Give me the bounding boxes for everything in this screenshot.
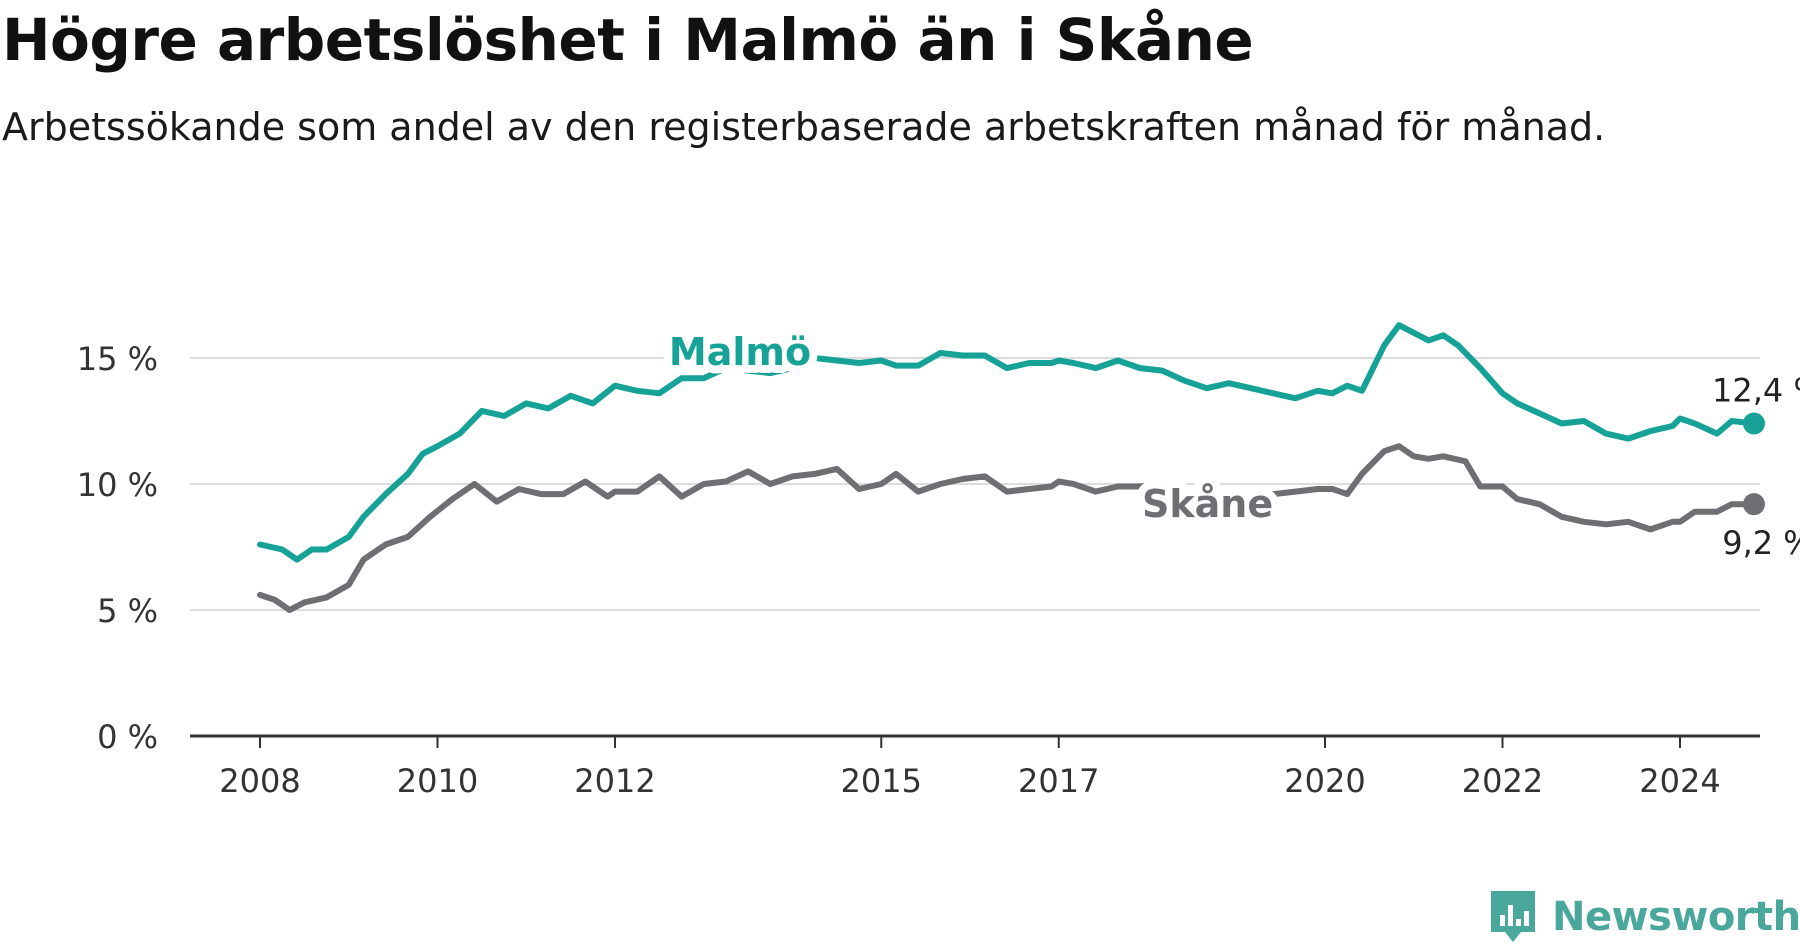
- series-end-label: 9,2 %: [1722, 524, 1800, 562]
- x-tick-label: 2024: [1639, 762, 1720, 800]
- x-tick-label: 2022: [1462, 762, 1543, 800]
- y-tick-label: 15 %: [77, 340, 158, 378]
- newsworthy-logo-icon: [1491, 891, 1535, 942]
- y-tick-label: 5 %: [97, 592, 158, 630]
- x-tick-label: 2017: [1018, 762, 1099, 800]
- series-line-skane: [257, 443, 1757, 613]
- chart-title: Högre arbetslöshet i Malmö än i Skåne: [2, 6, 1254, 74]
- x-tick-label: 2020: [1284, 762, 1365, 800]
- series-name-label: Malmö: [669, 330, 811, 374]
- y-tick-label: 10 %: [77, 466, 158, 504]
- x-tick-label: 2008: [219, 762, 300, 800]
- x-tick-label: 2012: [574, 762, 655, 800]
- series-end-marker: [1742, 412, 1765, 435]
- newsworthy-brand-name: Newsworthy: [1552, 894, 1800, 940]
- x-tick-label: 2010: [397, 762, 478, 800]
- series-name-label: Skåne: [1142, 482, 1273, 526]
- series-line-malmo: [257, 322, 1757, 563]
- newsworthy-brand: Newsworthy: [1488, 888, 1800, 946]
- series-end-marker: [1742, 493, 1765, 516]
- series-end-label: 12,4 %: [1712, 372, 1800, 410]
- x-tick-label: 2015: [841, 762, 922, 800]
- chart-subtitle: Arbetssökande som andel av den registerb…: [2, 105, 1606, 149]
- y-tick-label: 0 %: [97, 718, 158, 756]
